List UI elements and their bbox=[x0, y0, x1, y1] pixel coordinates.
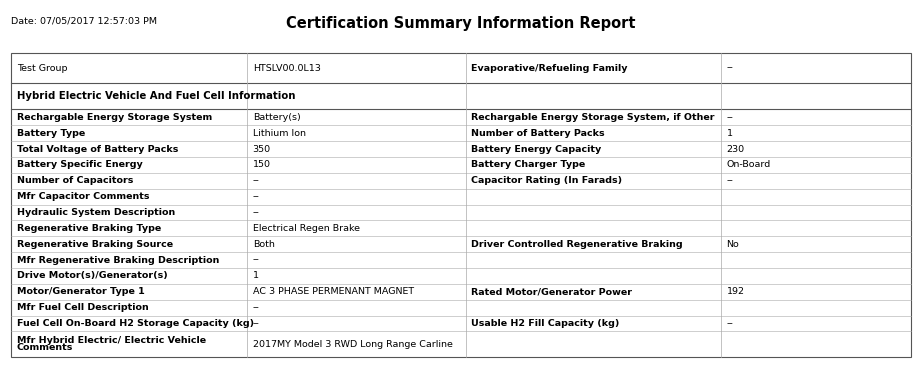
Text: --: -- bbox=[727, 319, 733, 328]
Text: 2017MY Model 3 RWD Long Range Carline: 2017MY Model 3 RWD Long Range Carline bbox=[253, 340, 453, 349]
Text: --: -- bbox=[727, 176, 733, 185]
Text: Date: 07/05/2017 12:57:03 PM: Date: 07/05/2017 12:57:03 PM bbox=[11, 16, 157, 26]
Text: Capacitor Rating (In Farads): Capacitor Rating (In Farads) bbox=[471, 176, 622, 185]
Text: 350: 350 bbox=[253, 145, 271, 154]
Text: Mfr Capacitor Comments: Mfr Capacitor Comments bbox=[17, 192, 149, 201]
Text: 230: 230 bbox=[727, 145, 745, 154]
Text: AC 3 PHASE PERMENANT MAGNET: AC 3 PHASE PERMENANT MAGNET bbox=[253, 287, 414, 296]
Text: --: -- bbox=[727, 113, 733, 122]
Text: Fuel Cell On-Board H2 Storage Capacity (kg): Fuel Cell On-Board H2 Storage Capacity (… bbox=[17, 319, 254, 328]
Text: 192: 192 bbox=[727, 287, 745, 296]
Text: Motor/Generator Type 1: Motor/Generator Type 1 bbox=[17, 287, 145, 296]
Text: Battery Energy Capacity: Battery Energy Capacity bbox=[471, 145, 601, 154]
Text: Mfr Regenerative Braking Description: Mfr Regenerative Braking Description bbox=[17, 255, 219, 265]
Bar bbox=[11, 53, 911, 357]
Text: Battery Charger Type: Battery Charger Type bbox=[471, 160, 585, 169]
Text: Rechargable Energy Storage System, if Other: Rechargable Energy Storage System, if Ot… bbox=[471, 113, 715, 122]
Text: Battery Specific Energy: Battery Specific Energy bbox=[17, 160, 142, 169]
Text: HTSLV00.0L13: HTSLV00.0L13 bbox=[253, 64, 321, 72]
Text: --: -- bbox=[253, 208, 259, 217]
Text: --: -- bbox=[253, 303, 259, 312]
Text: Evaporative/Refueling Family: Evaporative/Refueling Family bbox=[471, 64, 628, 72]
Text: Regenerative Braking Source: Regenerative Braking Source bbox=[17, 240, 172, 249]
Text: Total Voltage of Battery Packs: Total Voltage of Battery Packs bbox=[17, 145, 178, 154]
Text: Hybrid Electric Vehicle And Fuel Cell Information: Hybrid Electric Vehicle And Fuel Cell In… bbox=[17, 91, 295, 101]
Text: --: -- bbox=[253, 319, 259, 328]
Text: Both: Both bbox=[253, 240, 275, 249]
Text: Rechargable Energy Storage System: Rechargable Energy Storage System bbox=[17, 113, 212, 122]
Text: 1: 1 bbox=[253, 272, 259, 280]
Text: Usable H2 Fill Capacity (kg): Usable H2 Fill Capacity (kg) bbox=[471, 319, 620, 328]
Text: --: -- bbox=[727, 64, 733, 72]
Text: --: -- bbox=[253, 176, 259, 185]
Text: Comments: Comments bbox=[17, 343, 73, 352]
Text: Mfr Hybrid Electric/ Electric Vehicle: Mfr Hybrid Electric/ Electric Vehicle bbox=[17, 336, 206, 345]
Text: --: -- bbox=[253, 255, 259, 265]
Text: Hydraulic System Description: Hydraulic System Description bbox=[17, 208, 175, 217]
Text: Number of Battery Packs: Number of Battery Packs bbox=[471, 129, 605, 138]
Text: Electrical Regen Brake: Electrical Regen Brake bbox=[253, 224, 360, 233]
Text: Driver Controlled Regenerative Braking: Driver Controlled Regenerative Braking bbox=[471, 240, 683, 249]
Text: Rated Motor/Generator Power: Rated Motor/Generator Power bbox=[471, 287, 632, 296]
Text: Number of Capacitors: Number of Capacitors bbox=[17, 176, 133, 185]
Text: Certification Summary Information Report: Certification Summary Information Report bbox=[286, 16, 636, 31]
Text: Drive Motor(s)/Generator(s): Drive Motor(s)/Generator(s) bbox=[17, 272, 168, 280]
Text: 1: 1 bbox=[727, 129, 733, 138]
Text: --: -- bbox=[253, 192, 259, 201]
Text: Mfr Fuel Cell Description: Mfr Fuel Cell Description bbox=[17, 303, 148, 312]
Text: 150: 150 bbox=[253, 160, 271, 169]
Text: Lithium Ion: Lithium Ion bbox=[253, 129, 305, 138]
Text: No: No bbox=[727, 240, 739, 249]
Text: Regenerative Braking Type: Regenerative Braking Type bbox=[17, 224, 160, 233]
Text: Test Group: Test Group bbox=[17, 64, 67, 72]
Text: Battery Type: Battery Type bbox=[17, 129, 85, 138]
Text: On-Board: On-Board bbox=[727, 160, 771, 169]
Text: Battery(s): Battery(s) bbox=[253, 113, 301, 122]
